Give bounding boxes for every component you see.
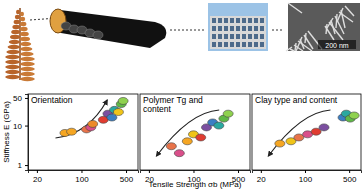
x-tick-label: 500 bbox=[120, 175, 134, 184]
x-tick-mark bbox=[261, 170, 262, 173]
x-tick-mark bbox=[81, 170, 82, 173]
x-axis-line bbox=[29, 171, 139, 174]
y-tick-label: 10 bbox=[13, 122, 22, 131]
y-tick-mark bbox=[25, 126, 28, 127]
x-tick-mark bbox=[349, 170, 350, 173]
building-photo bbox=[208, 3, 268, 51]
x-tick: 500 bbox=[343, 170, 357, 184]
x-tick-label: 20 bbox=[257, 175, 266, 184]
illustration: 200 nm bbox=[5, 3, 360, 81]
x-tick-mark bbox=[238, 170, 239, 173]
data-points bbox=[157, 110, 234, 157]
panel: 20 100 500 Clay type and content bbox=[252, 94, 362, 184]
x-tick: 20 bbox=[33, 170, 42, 184]
data-point bbox=[349, 112, 359, 119]
data-points bbox=[268, 110, 359, 156]
sem-image bbox=[286, 3, 360, 51]
panel: 20 100 500 1 10 50 Orientation bbox=[13, 94, 138, 184]
data-point bbox=[166, 143, 176, 150]
wood-log bbox=[50, 9, 166, 48]
data-point bbox=[275, 140, 285, 147]
x-tick-mark bbox=[126, 170, 127, 173]
data-point bbox=[88, 120, 98, 127]
x-tick-mark bbox=[37, 170, 38, 173]
x-axis-title: Tensile Strength σb (MPa) bbox=[149, 180, 242, 189]
data-point bbox=[294, 134, 304, 141]
y-tick: 1 bbox=[18, 161, 28, 170]
x-tick-label: 500 bbox=[343, 175, 357, 184]
data-point bbox=[67, 128, 77, 135]
x-tick-label: 20 bbox=[33, 175, 42, 184]
panel-title: Orientation bbox=[31, 95, 73, 105]
x-tick-mark bbox=[193, 170, 194, 173]
x-tick: 500 bbox=[120, 170, 134, 184]
x-tick: 20 bbox=[257, 170, 266, 184]
x-tick-mark bbox=[149, 170, 150, 173]
y-axis-line bbox=[25, 95, 29, 171]
y-axis-title: Stiffness E (GPa) bbox=[2, 101, 11, 163]
panel-title: content bbox=[143, 104, 172, 114]
plot-frame bbox=[140, 94, 250, 170]
y-axis: 1 10 50 bbox=[13, 94, 28, 170]
arrow bbox=[170, 30, 205, 31]
data-point bbox=[174, 150, 184, 157]
panel: 20100500Polymer Tg andcontent bbox=[140, 94, 251, 184]
x-axis: 20 100 500 bbox=[29, 170, 139, 184]
data-point bbox=[319, 124, 329, 131]
data-point bbox=[196, 134, 206, 141]
data-point bbox=[118, 97, 128, 104]
trend-arrow bbox=[268, 110, 330, 156]
x-tick: 100 bbox=[75, 170, 89, 184]
arrow bbox=[272, 30, 284, 31]
x-axis: 20 100 500 bbox=[253, 170, 362, 184]
y-tick: 10 bbox=[13, 122, 28, 131]
scale-bar-label: 200 nm bbox=[325, 42, 349, 49]
data-point bbox=[182, 138, 192, 145]
data-point bbox=[223, 110, 233, 117]
x-axis-line bbox=[253, 171, 362, 174]
data-point bbox=[113, 109, 123, 116]
x-tick-mark bbox=[305, 170, 306, 173]
y-tick-label: 1 bbox=[18, 161, 23, 170]
y-tick: 50 bbox=[13, 94, 28, 103]
data-point bbox=[214, 122, 224, 129]
y-tick-mark bbox=[25, 98, 28, 99]
plant bbox=[5, 8, 35, 81]
y-tick-mark bbox=[25, 165, 28, 166]
panel-title: Clay type and content bbox=[255, 95, 338, 105]
trend-arrow bbox=[157, 110, 220, 156]
x-tick-label: 100 bbox=[299, 175, 313, 184]
figure: 200 nm 20 100 500 1 10 50 Orientation Stiffness … bbox=[0, 0, 363, 189]
x-tick-label: 100 bbox=[75, 175, 89, 184]
x-tick: 100 bbox=[299, 170, 313, 184]
x-axis-line bbox=[141, 171, 251, 174]
plot-frame bbox=[28, 94, 138, 170]
y-tick-label: 50 bbox=[13, 94, 22, 103]
plot-frame bbox=[252, 94, 361, 170]
